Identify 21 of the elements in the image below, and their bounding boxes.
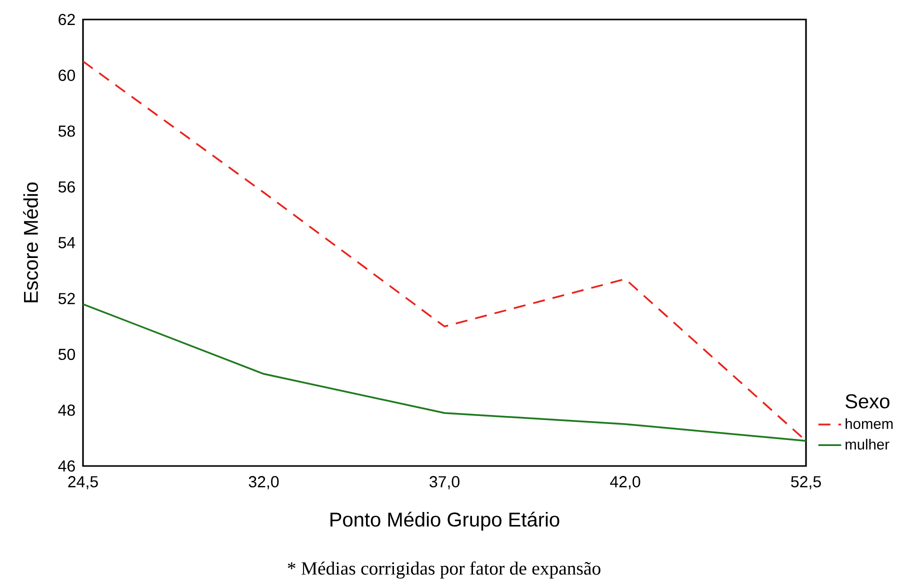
text: * Médias corrigidas por fator de expansão	[288, 561, 600, 579]
y-tick-label: 62	[58, 14, 75, 26]
y-tick-label: 58	[58, 125, 75, 137]
x-axis-title: Ponto Médio Grupo Etário	[330, 512, 560, 531]
y-axis-title: Escore Médio	[23, 182, 38, 302]
legend-title: Sexo	[846, 394, 890, 408]
x-tick-label: 24,5	[68, 476, 98, 490]
x-tick-label: 32,0	[248, 476, 279, 490]
x-tick-label: 42,0	[610, 476, 640, 490]
y-tick-label: 56	[58, 181, 75, 193]
y-tick-label: 46	[58, 460, 75, 472]
legend-label: homem	[846, 418, 893, 429]
x-tick-label: 52,5	[791, 476, 821, 490]
y-tick-label: 54	[58, 237, 76, 248]
x-tick-label: 37,0	[430, 476, 460, 490]
line-series	[82, 303, 807, 442]
y-tick-label: 48	[58, 404, 75, 416]
legend-label: mulher	[846, 438, 890, 450]
y-tick-label: 60	[58, 70, 76, 81]
y-tick-label: 50	[58, 348, 76, 360]
y-tick-label: 52	[58, 292, 75, 304]
